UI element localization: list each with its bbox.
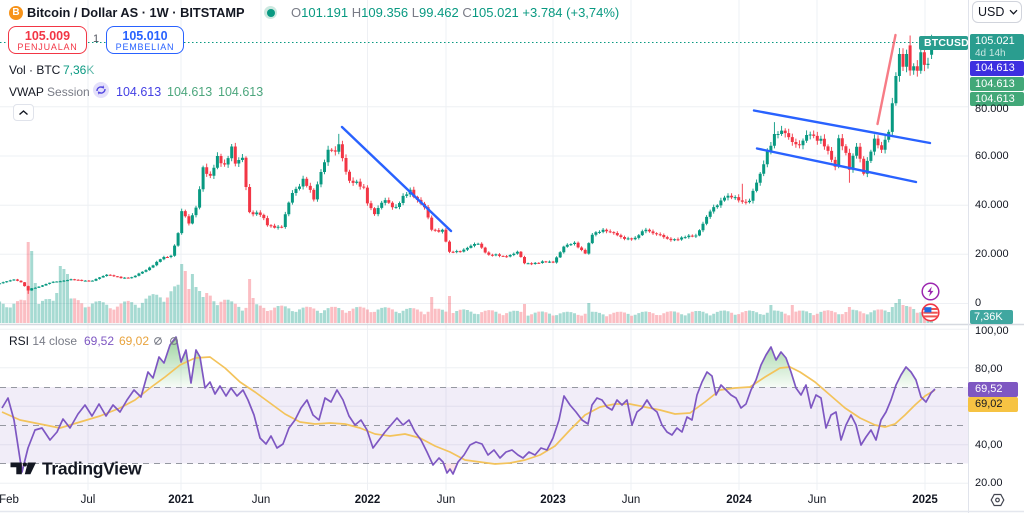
svg-text:TradingView: TradingView — [42, 459, 142, 479]
